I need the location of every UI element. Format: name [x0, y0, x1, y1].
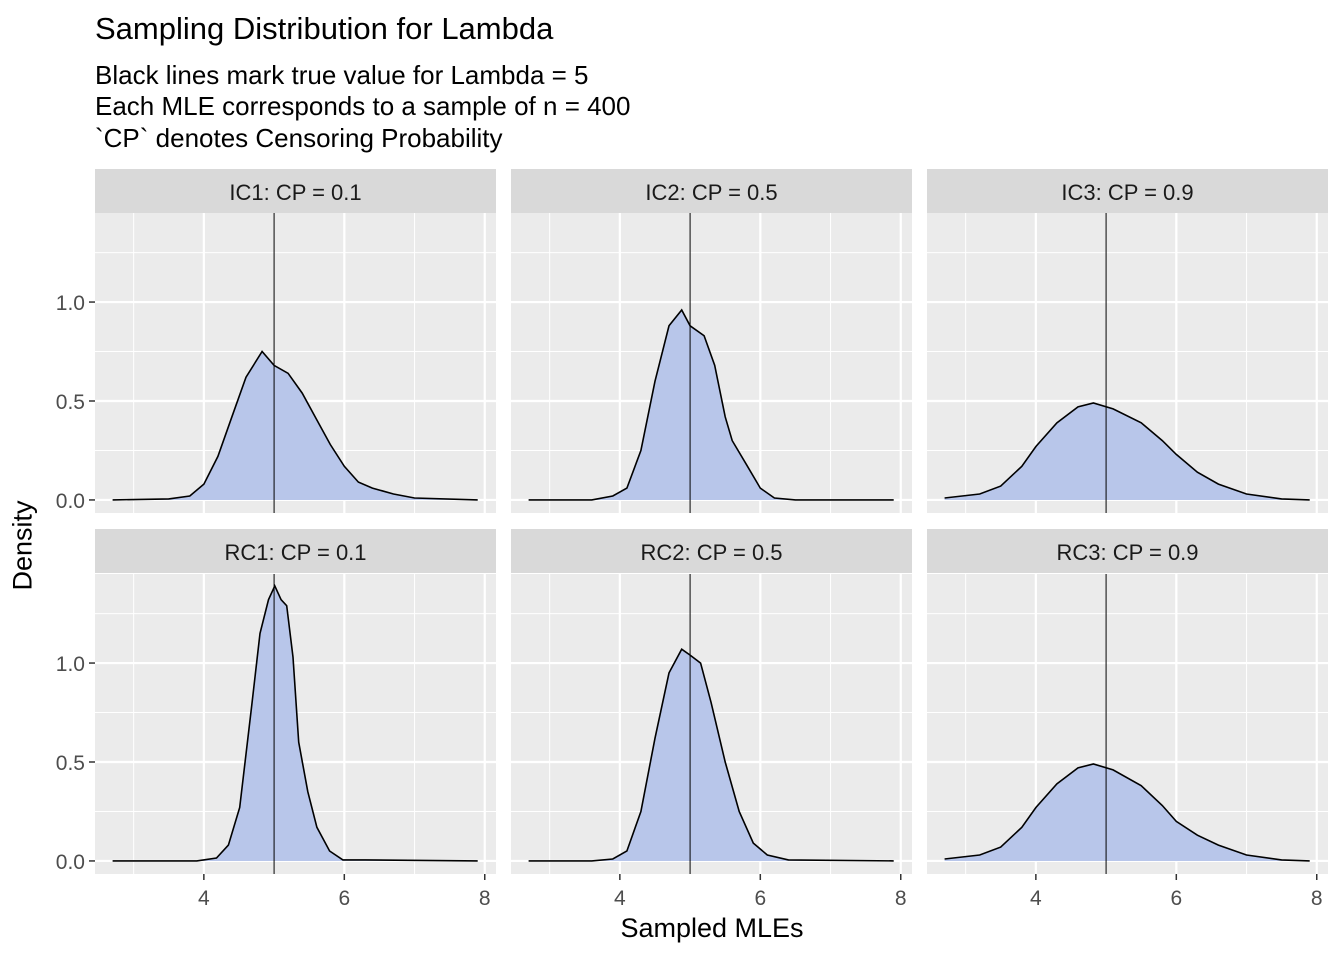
strip-background [511, 169, 912, 213]
density-line [112, 583, 478, 862]
density-line [944, 763, 1310, 862]
x-tick-label: 4 [198, 887, 210, 910]
strip-label: RC2: CP = 0.5 [640, 540, 782, 565]
density-area [528, 310, 894, 500]
y-tick-label: 0.0 [56, 851, 85, 874]
y-tick-label: 0.0 [56, 490, 85, 513]
density-area [944, 403, 1310, 500]
strip-label: RC1: CP = 0.1 [224, 540, 366, 565]
x-tick-label: 8 [1311, 887, 1323, 910]
x-axis-label: Sampled MLEs [620, 913, 804, 943]
density-line [528, 308, 894, 501]
strip-background [95, 169, 496, 213]
x-tick-label: 4 [614, 887, 626, 910]
strip-label: IC2: CP = 0.5 [645, 180, 777, 205]
subtitle-line-1: Black lines mark true value for Lambda =… [95, 60, 589, 90]
strip-background [927, 169, 1328, 213]
x-tick-label: 4 [1030, 887, 1042, 910]
facet-panel: IC3: CP = 0.9 [927, 169, 1328, 513]
strip-background [95, 529, 496, 573]
strip-background [927, 529, 1328, 573]
facet-panel: IC2: CP = 0.5 [511, 169, 912, 513]
density-line [112, 350, 478, 501]
density-area [112, 351, 478, 500]
facet-panel: RC2: CP = 0.5 4 6 8 [511, 529, 912, 910]
strip-label: IC3: CP = 0.9 [1061, 180, 1193, 205]
facet-panel: IC1: CP = 0.1 0.0 0.5 1.0 [56, 169, 496, 513]
strip-label: RC3: CP = 0.9 [1056, 540, 1198, 565]
chart-title: Sampling Distribution for Lambda [95, 11, 554, 46]
strip-label: IC1: CP = 0.1 [229, 180, 361, 205]
facet-panel: RC1: CP = 0.1 0.0 0.5 1.0 4 6 8 [56, 529, 496, 910]
x-tick-label: 8 [479, 887, 491, 910]
strip-background [511, 529, 912, 573]
y-tick-label: 0.5 [56, 391, 85, 414]
x-tick-label: 6 [754, 887, 766, 910]
x-tick-label: 6 [1170, 887, 1182, 910]
density-area [944, 764, 1310, 861]
density-line [944, 402, 1310, 501]
x-tick-label: 6 [338, 887, 350, 910]
y-tick-label: 1.0 [56, 653, 85, 676]
subtitle-line-3: `CP` denotes Censoring Probability [95, 123, 503, 153]
y-tick-label: 0.5 [56, 752, 85, 775]
density-area [528, 649, 894, 861]
subtitle-line-2: Each MLE corresponds to a sample of n = … [95, 91, 631, 121]
density-area [112, 585, 478, 861]
x-tick-label: 8 [895, 887, 907, 910]
facet-panel: RC3: CP = 0.9 4 6 8 [927, 529, 1328, 910]
y-tick-label: 1.0 [56, 292, 85, 315]
